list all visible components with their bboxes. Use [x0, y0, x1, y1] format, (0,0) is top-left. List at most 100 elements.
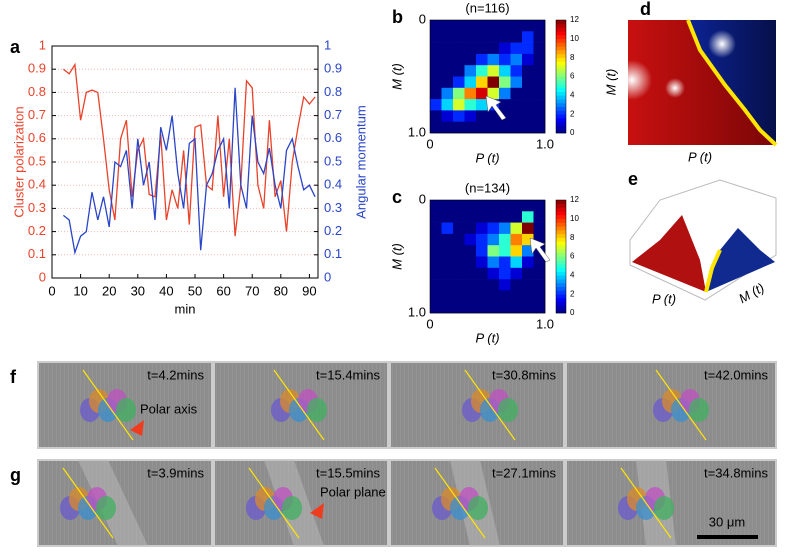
x-tick-label: 30	[131, 283, 145, 298]
colorbar-frame	[555, 19, 567, 134]
heat-cell	[453, 233, 465, 246]
heat-cell	[476, 110, 488, 122]
y-tick-label: 0.2	[28, 223, 46, 238]
colorbar-step	[556, 252, 566, 257]
scale-label: 30 μm	[709, 514, 745, 529]
map-red	[628, 20, 776, 145]
heat-cell	[510, 87, 523, 100]
heat-cell	[464, 222, 477, 235]
heat-cell	[430, 110, 442, 122]
heat-cell	[499, 20, 511, 32]
arrow	[485, 95, 507, 121]
colorbar-tick-label: 12	[570, 195, 579, 204]
heat-cell	[533, 31, 546, 43]
heat-cell	[453, 99, 465, 111]
heat-cell	[487, 301, 500, 314]
heat-cell	[499, 76, 511, 89]
colorbar-step	[556, 233, 566, 238]
colorbar-step	[556, 46, 566, 51]
heat-cell	[476, 233, 488, 246]
colorbar-step	[556, 27, 566, 32]
y-tick-label: 0.7	[28, 107, 46, 122]
heat-cell	[453, 245, 465, 257]
colorbar-step	[556, 226, 566, 231]
colorbar-tick-label: 6	[570, 72, 575, 81]
y-tick-label: 1	[39, 37, 46, 52]
panel-label: d	[640, 0, 651, 19]
heat-cell	[487, 256, 500, 269]
x-label: P (t)	[475, 330, 499, 345]
colorbar-step	[556, 211, 566, 216]
heat-cell	[476, 245, 488, 257]
heat-cell	[430, 20, 442, 32]
time-label: t=4.2mins	[147, 367, 204, 382]
heat-cell	[487, 76, 500, 89]
heat-cell	[533, 99, 546, 111]
heat-cell	[510, 279, 523, 291]
heat-cell	[464, 267, 477, 280]
heat-cell	[487, 110, 500, 122]
heat-cell	[522, 31, 534, 43]
heat-cell	[464, 42, 477, 55]
heat-cell	[430, 256, 442, 269]
heat-cell	[533, 76, 546, 89]
heat-cell	[453, 279, 465, 291]
heat-cell	[522, 279, 534, 291]
y2-tick-label: 0.7	[324, 107, 342, 122]
x-tick-label: 0	[426, 316, 433, 331]
heat-cell	[453, 42, 465, 55]
heat-cell	[499, 301, 511, 314]
heat-cell	[453, 87, 465, 100]
y-tick-label: 0.3	[28, 200, 46, 215]
x-tick-label: 80	[274, 283, 288, 298]
heat-cell	[441, 256, 454, 269]
heat-cell	[453, 256, 465, 269]
panel-label: f	[10, 367, 17, 387]
colorbar-step	[556, 230, 566, 235]
heat-cell	[476, 301, 488, 314]
heat-cell	[453, 76, 465, 89]
red-arrow	[310, 503, 324, 519]
heat-cell	[510, 20, 523, 32]
heat-cell	[441, 121, 454, 134]
cell	[689, 398, 709, 422]
heat-cell	[533, 290, 546, 302]
heat-cell	[499, 121, 511, 134]
colorbar-step	[556, 106, 566, 111]
heat-cell	[533, 267, 546, 280]
x-tick-label: 1.0	[536, 136, 554, 151]
time-label: t=30.8mins	[492, 367, 556, 382]
y2-tick-label: 0	[324, 269, 331, 284]
heat-cell	[476, 65, 488, 77]
x-tick-label: 70	[245, 283, 259, 298]
axis-line	[248, 467, 300, 539]
colorbar-step	[556, 95, 566, 100]
heat-cell	[499, 290, 511, 302]
heat-cell	[464, 53, 477, 66]
heat-cell	[441, 99, 454, 111]
cell	[307, 398, 327, 422]
y-tick-label: 0.8	[28, 84, 46, 99]
heat-cell	[476, 200, 488, 212]
time-label: t=15.5mins	[316, 465, 380, 480]
heat-cell	[441, 279, 454, 291]
box	[629, 179, 777, 301]
heat-cell	[453, 200, 465, 212]
heat-cell	[510, 245, 523, 257]
colorbar-step	[556, 290, 566, 295]
cell	[96, 496, 116, 520]
heat-cell	[476, 256, 488, 269]
heat-cell	[430, 99, 442, 111]
axis-line	[273, 369, 325, 441]
colorbar-step	[556, 114, 566, 119]
heat-cell	[464, 245, 477, 257]
colorbar-step	[556, 267, 566, 272]
colorbar-step	[556, 129, 566, 134]
colorbar-step	[556, 35, 566, 40]
heat-cell	[510, 53, 523, 66]
heat-cell	[522, 256, 534, 269]
surface-blue	[706, 228, 775, 292]
plot-frame	[429, 19, 546, 134]
x-tick-label: 10	[73, 283, 87, 298]
heat-cell	[487, 87, 500, 100]
